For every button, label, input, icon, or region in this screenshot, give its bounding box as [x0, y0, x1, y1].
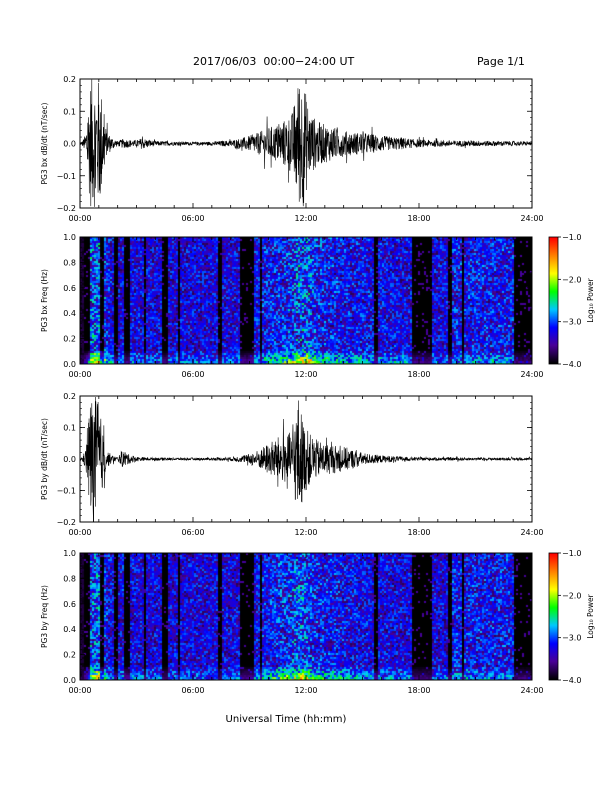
y-tick-label: 0.2	[63, 335, 76, 344]
y-tick-label: −0.1	[57, 487, 76, 496]
y-tick-label: 0.2	[63, 392, 76, 401]
colorbar-tick-label: −4.0	[562, 676, 581, 685]
colorbar-tick-label: −1.0	[562, 549, 581, 558]
waveform-line	[80, 79, 532, 207]
colorbar-tick-label: −2.0	[562, 275, 581, 284]
y-tick-label: 0.6	[63, 600, 76, 609]
x-tick-label: 24:00	[520, 214, 543, 223]
x-tick-label: 06:00	[181, 686, 204, 695]
spectrogram-cells	[80, 553, 532, 680]
y-tick-label: 1.0	[63, 549, 76, 558]
y-tick-label: 0.8	[63, 574, 76, 583]
colorbar-tick-label: −4.0	[562, 360, 581, 369]
y-tick-label: 0.0	[63, 676, 76, 685]
x-tick-label: 00:00	[68, 686, 91, 695]
y-tick-label: 1.0	[63, 233, 76, 242]
colorbar-label: Log₁₀ Power	[586, 277, 595, 322]
y-tick-label: −0.2	[57, 204, 76, 213]
colorbar-tick-label: −1.0	[562, 233, 581, 242]
x-tick-label: 12:00	[294, 370, 317, 379]
y-tick-label: 0.0	[63, 455, 76, 464]
y-tick-label: 0.8	[63, 258, 76, 267]
colorbar-label: Log₁₀ Power	[586, 593, 595, 638]
x-axis-label: Universal Time (hh:mm)	[226, 714, 347, 725]
colorbar-gradient	[549, 237, 558, 364]
x-tick-label: 00:00	[68, 370, 91, 379]
x-tick-label: 18:00	[407, 214, 430, 223]
y-axis-label: PG3 bx Freq (Hz)	[40, 269, 49, 332]
waveform-series-0	[80, 79, 532, 207]
x-tick-label: 06:00	[181, 370, 204, 379]
colorbar-tick-label: −3.0	[562, 634, 581, 643]
colorbar-tick-label: −2.0	[562, 591, 581, 600]
x-tick-label: 18:00	[407, 370, 430, 379]
waveform-line	[80, 397, 532, 522]
x-tick-label: 18:00	[407, 686, 430, 695]
y-tick-label: −0.1	[57, 172, 76, 181]
y-tick-label: 0.1	[63, 107, 76, 116]
x-tick-label: 24:00	[520, 370, 543, 379]
x-tick-label: 00:00	[68, 214, 91, 223]
colorbar-gradient	[549, 553, 558, 680]
y-tick-label: 0.2	[63, 75, 76, 84]
x-tick-label: 06:00	[181, 214, 204, 223]
y-axis-label: PG3 bx dB/dt (nT/sec)	[40, 102, 49, 184]
x-tick-label: 24:00	[520, 528, 543, 537]
waveform-series-2	[80, 397, 532, 522]
y-tick-label: 0.0	[63, 140, 76, 149]
x-tick-label: 12:00	[294, 214, 317, 223]
x-tick-label: 12:00	[294, 686, 317, 695]
x-tick-label: 12:00	[294, 528, 317, 537]
y-axis-label: PG3 by dB/dt (nT/sec)	[40, 418, 49, 500]
x-tick-label: 00:00	[68, 528, 91, 537]
page-indicator: Page 1/1	[477, 55, 525, 68]
y-tick-label: −0.2	[57, 518, 76, 527]
y-tick-label: 0.2	[63, 651, 76, 660]
y-tick-label: 0.1	[63, 424, 76, 433]
x-tick-label: 18:00	[407, 528, 430, 537]
colorbar-frame	[548, 552, 559, 681]
y-tick-label: 0.0	[63, 360, 76, 369]
colorbar-frame	[548, 236, 559, 365]
x-tick-label: 06:00	[181, 528, 204, 537]
y-tick-label: 0.4	[63, 625, 76, 634]
plot-title: 2017/06/03 00:00−24:00 UT	[193, 55, 355, 68]
y-tick-label: 0.4	[63, 309, 76, 318]
x-tick-label: 24:00	[520, 686, 543, 695]
spectrogram-cells	[80, 237, 532, 364]
colorbar-tick-label: −3.0	[562, 318, 581, 327]
y-axis-label: PG3 by Freq (Hz)	[40, 585, 49, 648]
y-tick-label: 0.6	[63, 284, 76, 293]
